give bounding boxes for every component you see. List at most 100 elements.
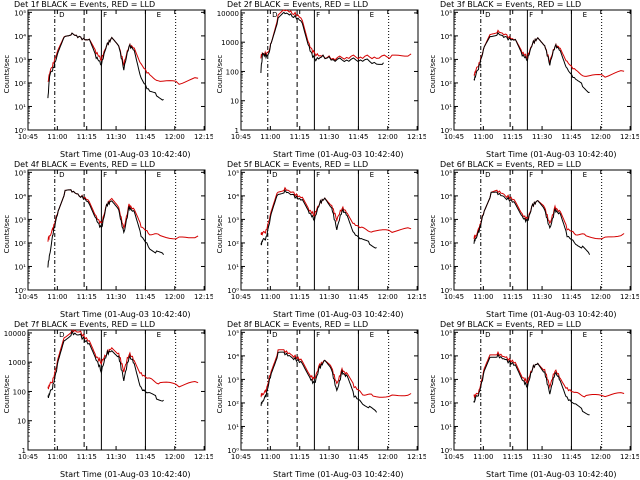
marker-letter: E [157,171,161,179]
marker-letter: F [103,171,107,179]
y-tick-label: 10⁰ [14,287,26,295]
y-tick-label: 10³ [440,376,452,384]
y-tick-label: 10⁰ [14,127,26,135]
marker-letter: D [272,11,277,19]
y-tick-label: 10⁵ [440,169,452,177]
x-tick-label: 11:45 [135,133,155,141]
detector-panel-1: Det 1f BLACK = Events, RED = LLD 10⁰ 10¹ 10… [0,0,213,160]
x-tick-label: 11:00 [260,133,280,141]
y-tick-label: 100 [226,68,239,76]
x-tick-label: 11:00 [47,453,67,461]
y-tick-label: 10000 [217,10,239,18]
x-tick-label: 11:45 [135,293,155,301]
marker-letter: E [583,331,587,339]
marker-letter: F [529,11,533,19]
y-tick-label: 10⁵ [14,169,26,177]
y-tick-label: 10⁴ [440,33,452,41]
marker-letter: E [583,171,587,179]
chart-svg: 10⁰ 10¹ 10² 10³ 10⁴ 10⁵ 10:45 11:00 11:15 11:30 11… [440,329,639,461]
y-tick-label: 10¹ [14,263,26,271]
marker-letter: F [529,331,533,339]
y-tick-label: 10² [440,80,452,88]
x-tick-label: 12:15 [407,453,426,461]
detector-panel-7: Det 7f BLACK = Events, RED = LLD 1 10 100 10… [0,320,213,480]
x-tick-label: 11:45 [561,293,581,301]
y-tick-label: 10⁵ [440,9,452,17]
y-tick-label: 10⁰ [440,447,452,455]
x-axis-label: Start Time (01-Aug-03 10:42:40) [273,310,404,319]
x-tick-label: 12:00 [165,293,185,301]
lld-series-line [260,349,412,398]
panel-title: Det 2f BLACK = Events, RED = LLD [227,0,369,9]
detector-panel-2: Det 2f BLACK = Events, RED = LLD 1 10 100 10… [213,0,426,160]
x-tick-label: 10:45 [18,453,38,461]
y-axis-label: Counts/sec [3,374,11,414]
x-tick-label: 10:45 [18,293,38,301]
x-axis-label: Start Time (01-Aug-03 10:42:40) [273,150,404,159]
marker-letter: F [316,11,320,19]
x-axis-label: Start Time (01-Aug-03 10:42:40) [486,150,617,159]
x-axis-label: Start Time (01-Aug-03 10:42:40) [60,470,191,479]
y-tick-label: 10¹ [440,263,452,271]
y-axis-label: Counts/sec [3,214,11,254]
x-tick-label: 11:15 [503,293,523,301]
detector-panel-5: Det 5f BLACK = Events, RED = LLD 10⁰ 10¹ 10… [213,160,426,320]
y-tick-label: 10⁵ [14,9,26,17]
x-tick-label: 11:30 [532,453,552,461]
marker-letter: D [272,171,277,179]
panel-title: Det 9f BLACK = Events, RED = LLD [440,320,582,329]
events-series-line [473,31,590,94]
x-axis-label: Start Time (01-Aug-03 10:42:40) [273,470,404,479]
y-tick-label: 1 [235,127,239,135]
detector-panel-6: Det 6f BLACK = Events, RED = LLD 10⁰ 10¹ 10… [426,160,639,320]
panel-title: Det 5f BLACK = Events, RED = LLD [227,160,369,169]
marker-letter: E [583,11,587,19]
chart-svg: 10⁰ 10¹ 10² 10³ 10⁴ 10⁵ 10:45 11:00 11:15 11:30 11… [440,9,639,141]
x-tick-label: 10:45 [444,293,464,301]
panel-title: Det 8f BLACK = Events, RED = LLD [227,320,369,329]
x-axis-label: Start Time (01-Aug-03 10:42:40) [486,310,617,319]
y-tick-label: 10² [440,400,452,408]
y-tick-label: 10² [14,80,26,88]
x-tick-label: 11:15 [503,133,523,141]
y-tick-label: 10 [17,418,26,426]
events-series-line [260,189,377,249]
x-tick-label: 12:00 [591,453,611,461]
x-tick-label: 11:00 [473,133,493,141]
x-tick-label: 11:15 [77,293,97,301]
x-tick-label: 12:15 [407,293,426,301]
y-axis-label: Counts/sec [3,54,11,94]
y-axis-label: Counts/sec [216,54,224,94]
y-tick-label: 10¹ [227,423,239,431]
events-series-line [47,32,164,101]
y-tick-label: 10⁰ [440,287,452,295]
events-series-line [47,330,164,402]
y-tick-label: 10² [14,240,26,248]
y-axis-label: Counts/sec [216,214,224,254]
marker-letter: F [103,331,107,339]
x-tick-label: 11:45 [561,453,581,461]
y-tick-label: 10² [227,240,239,248]
x-tick-label: 10:45 [444,133,464,141]
x-tick-label: 11:00 [473,453,493,461]
y-tick-label: 100 [13,388,26,396]
marker-letter: D [485,171,490,179]
chart-svg: 10⁰ 10¹ 10² 10³ 10⁴ 10⁵ 10:45 11:00 11:15 11:30 11… [227,329,426,461]
y-tick-label: 10⁵ [227,329,239,337]
x-tick-label: 12:00 [378,453,398,461]
chart-svg: 10⁰ 10¹ 10² 10³ 10⁴ 10⁵ 10:45 11:00 11:15 11:30 11… [227,169,426,301]
chart-svg: 1 10 100 1000 10000 10:45 11:00 11:15 11:30 11:45… [217,9,426,141]
x-tick-label: 11:30 [106,453,126,461]
y-tick-label: 10 [230,98,239,106]
x-tick-label: 11:30 [319,133,339,141]
y-tick-label: 10³ [440,56,452,64]
x-tick-label: 12:00 [165,453,185,461]
x-tick-label: 11:15 [290,453,310,461]
y-tick-label: 10¹ [440,423,452,431]
x-tick-label: 11:30 [532,293,552,301]
y-tick-label: 10² [440,240,452,248]
x-tick-label: 10:45 [18,133,38,141]
marker-letter: F [103,11,107,19]
y-tick-label: 10⁴ [440,193,452,201]
marker-letter: D [59,171,64,179]
